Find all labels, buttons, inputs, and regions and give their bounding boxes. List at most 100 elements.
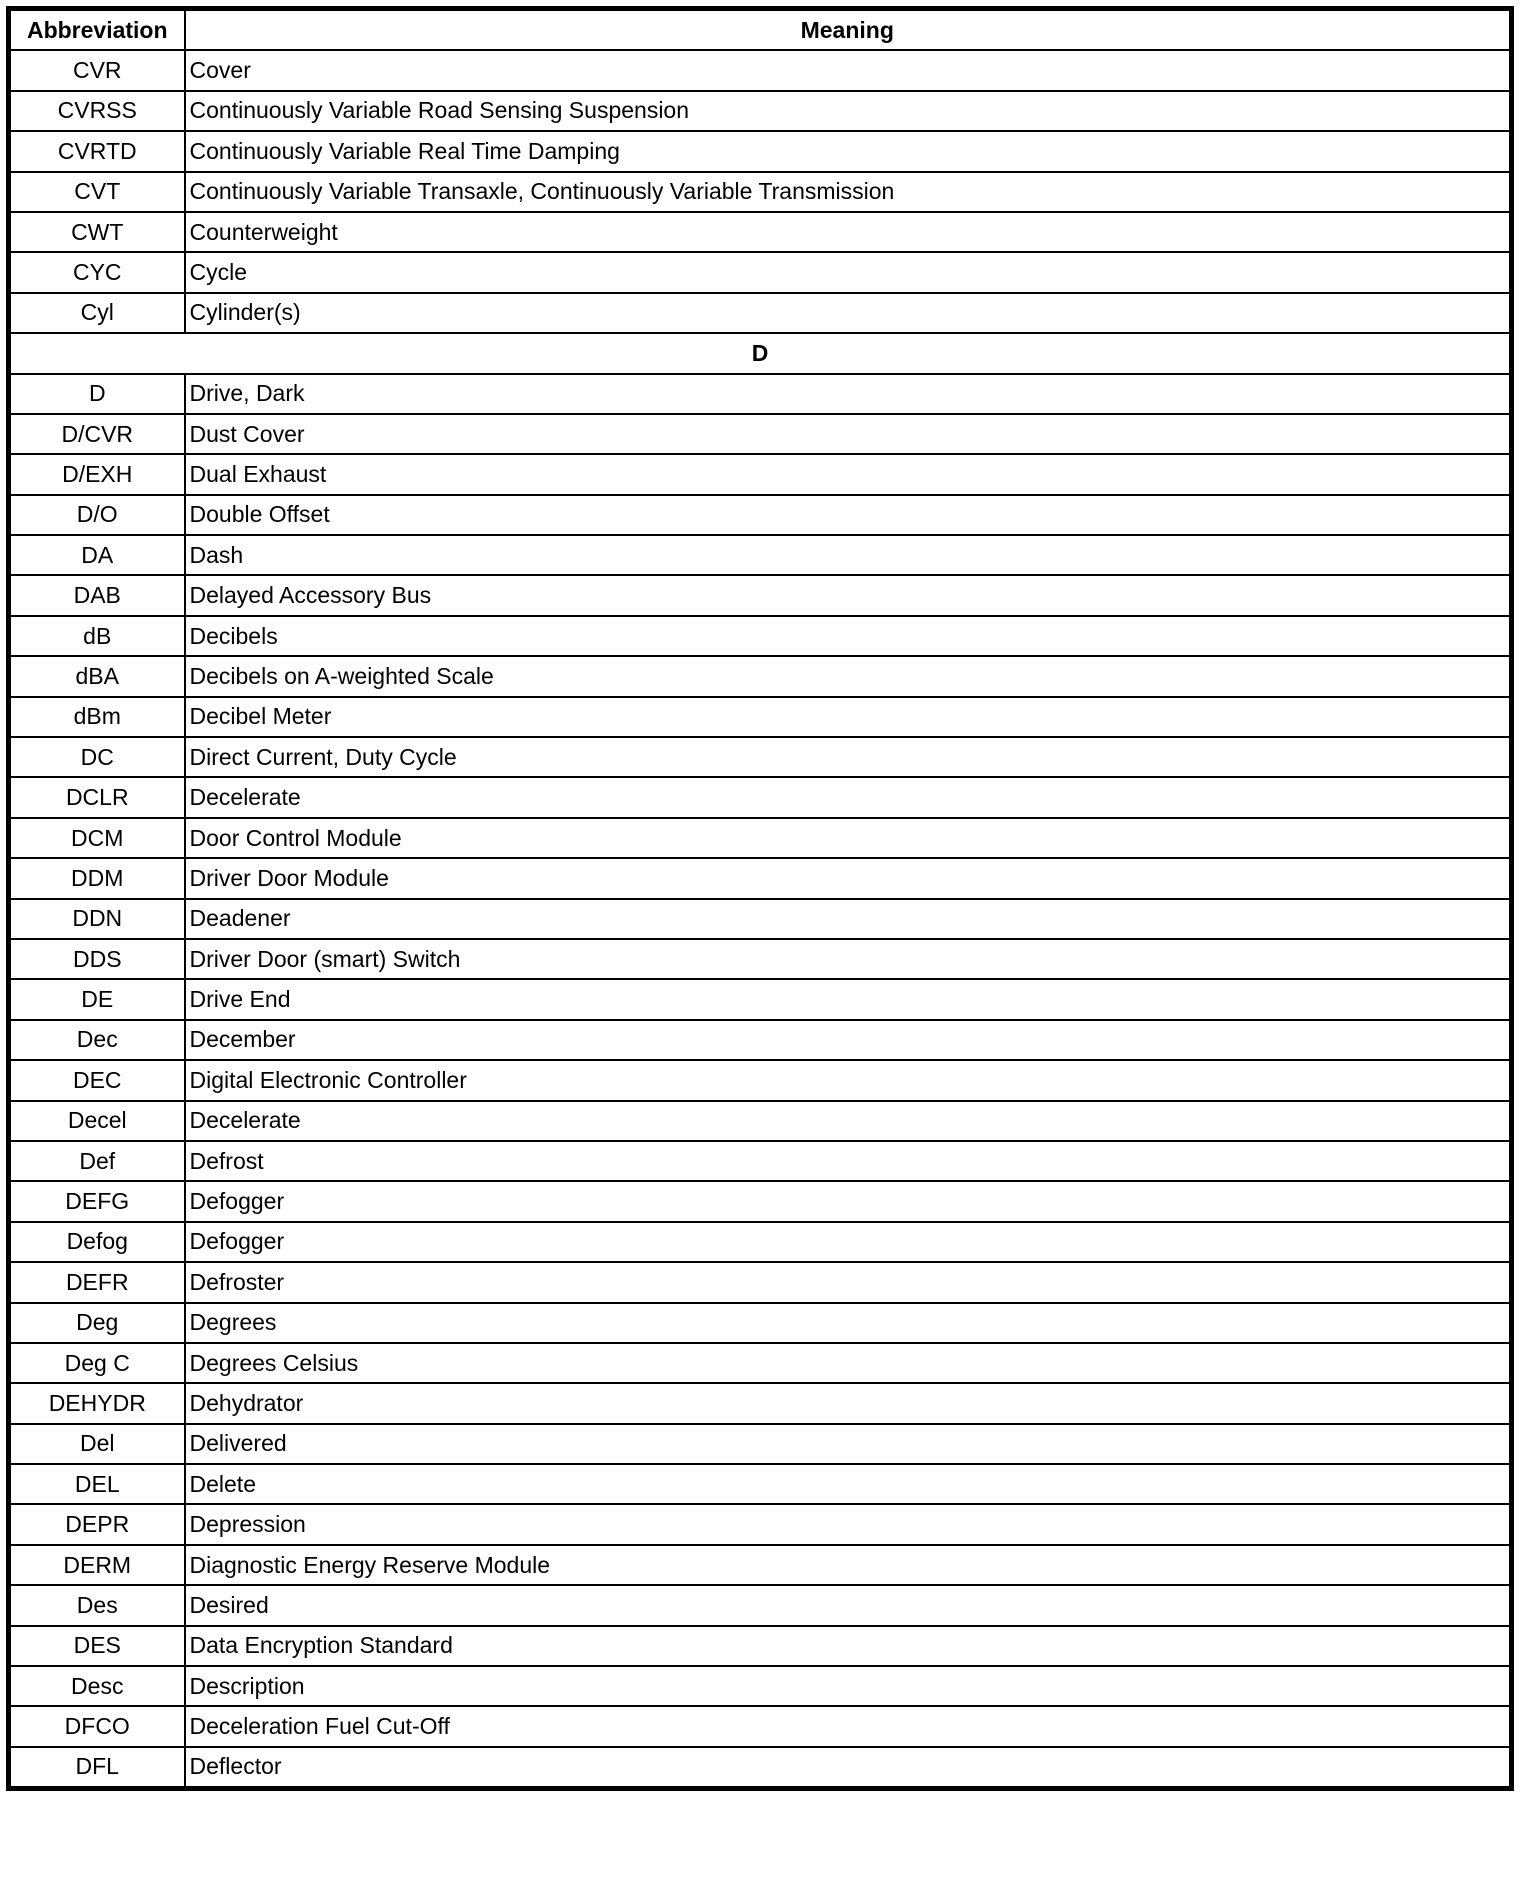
abbreviation-cell: DAB — [7, 574, 186, 617]
abbreviation-cell: D/EXH — [7, 453, 186, 496]
meaning-cell: Driver Door (smart) Switch — [183, 937, 1513, 981]
meaning-cell: Defogger — [183, 1220, 1513, 1264]
table-row: CYC Cycle — [7, 251, 1513, 294]
abbreviation-cell: DC — [7, 736, 186, 779]
table-row: Cyl Cylinder(s) — [7, 291, 1513, 335]
section-heading: D — [7, 332, 1513, 375]
abbreviation-cell: DFCO — [7, 1705, 186, 1748]
meaning-cell: Diagnostic Energy Reserve Module — [183, 1543, 1513, 1587]
table-row: D/EXH Dual Exhaust — [7, 453, 1513, 496]
abbreviation-cell: Del — [7, 1422, 186, 1466]
abbreviation-cell: DEHYDR — [7, 1382, 186, 1425]
abbreviation-cell: D — [7, 372, 186, 415]
abbreviation-cell: CVRSS — [7, 89, 186, 133]
meaning-cell: Desired — [183, 1584, 1513, 1627]
table-row: DERM Diagnostic Energy Reserve Module — [7, 1543, 1513, 1587]
meaning-cell: Dual Exhaust — [183, 453, 1513, 496]
meaning-cell: Digital Electronic Controller — [183, 1059, 1513, 1102]
table-row: DEC Digital Electronic Controller — [7, 1059, 1513, 1102]
meaning-cell: Depression — [183, 1503, 1513, 1546]
abbreviation-table: Abbreviation Meaning CVR Cover CVRSS Contin… — [6, 6, 1514, 1792]
abbreviation-cell: DEFG — [7, 1180, 186, 1223]
meaning-cell: Dash — [183, 534, 1513, 577]
abbreviation-cell: DFL — [7, 1745, 186, 1790]
table-row: Decel Decelerate — [7, 1099, 1513, 1142]
abbreviation-cell: DES — [7, 1624, 186, 1668]
table-row: Defog Defogger — [7, 1220, 1513, 1264]
meaning-cell: Degrees — [183, 1301, 1513, 1344]
meaning-cell: Counterweight — [183, 210, 1513, 254]
table-row: CVRTD Continuously Variable Real Time Dam… — [7, 130, 1513, 173]
meaning-cell: Driver Door Module — [183, 857, 1513, 900]
meaning-cell: Data Encryption Standard — [183, 1624, 1513, 1668]
abbreviation-cell: D/O — [7, 493, 186, 537]
meaning-cell: Decibels on A-weighted Scale — [183, 655, 1513, 698]
table-row: DCLR Decelerate — [7, 776, 1513, 819]
table-row: D/CVR Dust Cover — [7, 412, 1513, 456]
abbreviation-cell: CWT — [7, 210, 186, 254]
table-row: Des Desired — [7, 1584, 1513, 1627]
meaning-cell: Delete — [183, 1463, 1513, 1506]
header-row: Abbreviation Meaning — [7, 7, 1513, 52]
header-abbreviation: Abbreviation — [7, 7, 186, 52]
meaning-cell: Deadener — [183, 897, 1513, 940]
abbreviation-cell: DEPR — [7, 1503, 186, 1546]
abbreviation-cell: CVT — [7, 170, 186, 213]
meaning-cell: Drive End — [183, 978, 1513, 1021]
abbreviation-cell: Cyl — [7, 291, 186, 335]
abbreviation-cell: Desc — [7, 1665, 186, 1708]
abbreviation-cell: DERM — [7, 1543, 186, 1587]
abbreviation-cell: dBm — [7, 695, 186, 739]
abbreviation-cell: D/CVR — [7, 412, 186, 456]
abbreviation-cell: dB — [7, 614, 186, 658]
abbreviation-cell: CVR — [7, 49, 186, 92]
abbreviation-cell: DEFR — [7, 1261, 186, 1304]
table-row: Deg Degrees — [7, 1301, 1513, 1344]
abbreviation-cell: DCLR — [7, 776, 186, 819]
meaning-cell: Delivered — [183, 1422, 1513, 1466]
abbreviation-cell: DCM — [7, 816, 186, 860]
table-row: Def Defrost — [7, 1139, 1513, 1183]
table-row: D/O Double Offset — [7, 493, 1513, 537]
meaning-cell: Decelerate — [183, 776, 1513, 819]
meaning-cell: Description — [183, 1665, 1513, 1708]
meaning-cell: Deceleration Fuel Cut-Off — [183, 1705, 1513, 1748]
abbreviation-cell: dBA — [7, 655, 186, 698]
table-row: DEHYDR Dehydrator — [7, 1382, 1513, 1425]
table-row: DC Direct Current, Duty Cycle — [7, 736, 1513, 779]
meaning-cell: Direct Current, Duty Cycle — [183, 736, 1513, 779]
meaning-cell: Defrost — [183, 1139, 1513, 1183]
meaning-cell: Dust Cover — [183, 412, 1513, 456]
meaning-cell: Continuously Variable Transaxle, Continu… — [183, 170, 1513, 213]
meaning-cell: Cover — [183, 49, 1513, 92]
table-row: DEFR Defroster — [7, 1261, 1513, 1304]
meaning-cell: December — [183, 1018, 1513, 1062]
abbreviation-cell: Deg — [7, 1301, 186, 1344]
abbreviation-cell: CYC — [7, 251, 186, 294]
table-row: DDM Driver Door Module — [7, 857, 1513, 900]
table-row: DAB Delayed Accessory Bus — [7, 574, 1513, 617]
table-row: Dec December — [7, 1018, 1513, 1062]
table-row: CVRSS Continuously Variable Road Sensing … — [7, 89, 1513, 133]
abbreviation-cell: Decel — [7, 1099, 186, 1142]
table-row: CVR Cover — [7, 49, 1513, 92]
table-row: DEFG Defogger — [7, 1180, 1513, 1223]
abbreviation-cell: Defog — [7, 1220, 186, 1264]
abbreviation-cell: DDS — [7, 937, 186, 981]
table-row: DCM Door Control Module — [7, 816, 1513, 860]
abbreviation-cell: Deg C — [7, 1341, 186, 1385]
header-meaning: Meaning — [183, 7, 1513, 52]
table-row: DEL Delete — [7, 1463, 1513, 1506]
meaning-cell: Door Control Module — [183, 816, 1513, 860]
table-row: Del Delivered — [7, 1422, 1513, 1466]
abbreviation-cell: Def — [7, 1139, 186, 1183]
abbreviation-cell: DDM — [7, 857, 186, 900]
abbreviation-cell: DEL — [7, 1463, 186, 1506]
meaning-cell: Decibels — [183, 614, 1513, 658]
meaning-cell: Defroster — [183, 1261, 1513, 1304]
abbreviation-cell: CVRTD — [7, 130, 186, 173]
meaning-cell: Double Offset — [183, 493, 1513, 537]
meaning-cell: Degrees Celsius — [183, 1341, 1513, 1385]
table-row: DES Data Encryption Standard — [7, 1624, 1513, 1668]
table-row: dBA Decibels on A-weighted Scale — [7, 655, 1513, 698]
